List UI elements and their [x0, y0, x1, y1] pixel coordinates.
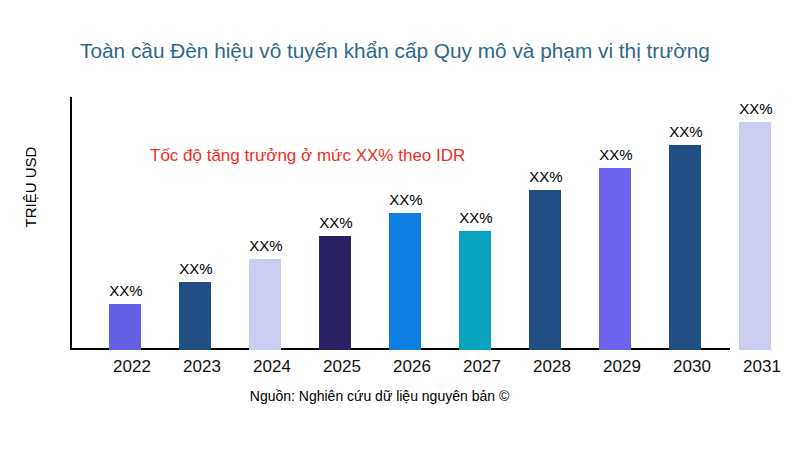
bar-value-label: XX%	[371, 191, 441, 209]
bar-2029	[599, 168, 631, 350]
bar-2023	[179, 282, 211, 350]
bar-2028	[529, 190, 561, 350]
chart-title: Toàn cầu Đèn hiệu vô tuyến khẩn cấp Quy …	[0, 38, 790, 64]
x-tick-label: 2025	[307, 357, 377, 377]
bar-2027	[459, 231, 491, 350]
x-tick-label: 2026	[377, 357, 447, 377]
y-axis-label: TRIỆU USD	[22, 147, 39, 228]
x-tick-label: 2022	[97, 357, 167, 377]
x-tick-label: 2027	[447, 357, 517, 377]
x-tick-label: 2031	[727, 357, 797, 377]
bar-value-label: XX%	[301, 214, 371, 232]
bar-value-label: XX%	[511, 168, 581, 186]
bar-2030	[669, 145, 701, 350]
bar-2025	[319, 236, 351, 350]
bar-value-label: XX%	[721, 100, 791, 118]
bar-2022	[109, 304, 141, 350]
y-axis-line	[70, 97, 72, 350]
x-tick-label: 2029	[587, 357, 657, 377]
x-tick-label: 2023	[167, 357, 237, 377]
x-tick-label: 2024	[237, 357, 307, 377]
growth-annotation: Tốc độ tăng trưởng ở mức XX% theo IDR	[150, 145, 465, 167]
bar-2031	[739, 122, 771, 350]
source-note: Nguồn: Nghiên cứu dữ liệu nguyên bản ©	[0, 388, 759, 405]
bar-value-label: XX%	[651, 123, 721, 141]
bar-2026	[389, 213, 421, 350]
bar-value-label: XX%	[581, 146, 651, 164]
x-tick-label: 2028	[517, 357, 587, 377]
bar-value-label: XX%	[441, 209, 511, 227]
bar-value-label: XX%	[91, 282, 161, 300]
bar-2024	[249, 259, 281, 350]
bar-value-label: XX%	[231, 237, 301, 255]
bar-value-label: XX%	[161, 260, 231, 278]
x-tick-label: 2030	[657, 357, 727, 377]
